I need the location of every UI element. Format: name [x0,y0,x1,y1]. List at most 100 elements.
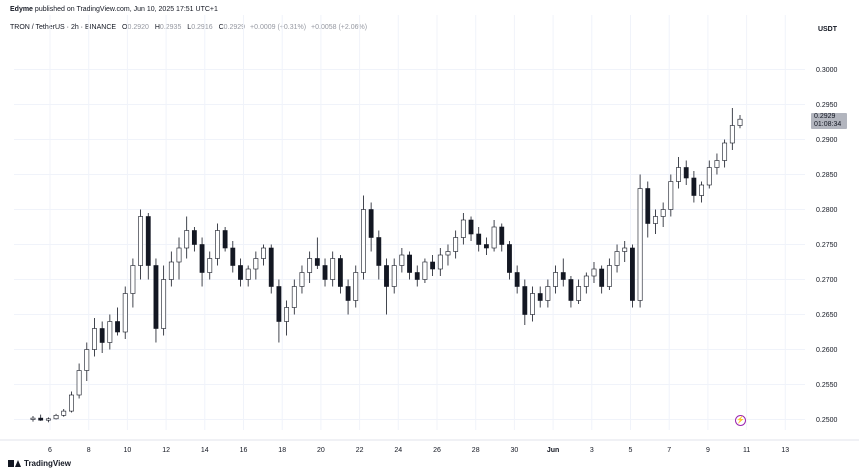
candle [368,202,374,252]
candle-body [291,286,297,308]
candle [522,279,528,325]
candle [384,258,389,315]
candle-body [453,237,459,252]
candle-body [69,394,74,412]
candle [69,391,74,413]
candle-body [568,279,574,301]
candle-body [468,219,474,235]
candle-body [653,216,658,224]
candle-body [699,184,704,196]
candle-body [115,321,120,333]
candle-body [553,272,558,287]
currency-label: USDT [817,26,837,33]
candle-body [583,275,589,287]
symbol-name[interactable]: TRON / TetherUS · 2h · BINANCE [10,24,117,31]
x-tick-label: 10 [124,447,132,454]
open-value: 0.2920 [127,24,149,31]
candle-body [314,258,320,266]
candle-body [376,237,382,266]
candle [38,414,44,421]
candle [345,279,351,315]
candle-body [253,258,259,270]
candle [53,413,59,420]
change-value: +0.0009 (+0.31%) [250,24,307,31]
x-tick-label: 8 [87,447,91,454]
high-value: 0.2935 [159,24,182,31]
publish-info: Edyme published on TradingView.com, Jun … [10,6,218,13]
candle [353,265,359,308]
candle [222,227,228,252]
candle [314,237,320,269]
candle-body [660,209,666,217]
candle-body [714,160,720,168]
candle [330,251,336,287]
x-tick-label: 30 [511,447,519,454]
candle [453,230,459,259]
candle-body [268,247,274,287]
candle [599,265,605,294]
candle-body [445,251,451,256]
candle-body [537,293,543,301]
lightning-icon[interactable]: ⚡ [735,415,746,426]
candle-body [622,247,628,252]
y-tick-label: 0.2950 [816,102,838,109]
candle-body [514,272,520,287]
candle [145,213,151,280]
close-value: 0.2929 [223,24,246,31]
candle [706,160,712,189]
candle [153,258,159,343]
candle [76,363,82,399]
candle [422,258,428,283]
candle-body [222,230,228,249]
candle-body [576,286,582,301]
low-value: 0.2916 [191,24,213,31]
candle-body [614,251,620,266]
candle-body [261,247,266,259]
x-tick-label: 9 [706,447,710,454]
candle-body [706,167,712,186]
candle [376,230,382,280]
y-tick-label: 0.2850 [816,172,838,179]
candle [168,251,174,287]
candle-body [330,258,336,280]
y-tick-label: 0.2650 [816,312,838,319]
open-key: O [122,24,128,31]
candle [560,258,566,287]
candle [722,139,728,168]
candle [92,318,97,357]
candle [138,209,144,280]
candle [391,258,397,294]
candle [606,258,612,290]
candle-body [676,167,681,182]
candle-body [407,254,412,273]
candle [737,115,743,129]
candle-body [130,265,136,294]
candle-body [430,261,436,270]
candle-body [168,261,174,280]
candle-body [668,181,674,210]
candle-body [107,321,113,343]
candle-body [683,167,689,179]
x-tick-label: 18 [278,447,286,454]
candle [676,157,681,189]
candle [245,265,251,287]
candle [591,262,597,283]
candle-body [184,230,190,249]
candle [622,241,628,262]
candle-body [422,261,428,280]
candle [407,251,412,280]
candle [176,237,182,280]
candle [322,258,328,287]
candle-body [322,265,328,280]
x-tick-label: Jun [547,447,559,454]
candle [476,227,482,252]
candle-body [76,370,82,396]
candle [729,108,735,150]
candle-body [606,265,612,287]
candle-body [483,244,489,249]
candle-body [45,418,51,421]
brand-name: TradingView [24,459,71,468]
candle [414,265,420,287]
candle-body [122,293,128,333]
